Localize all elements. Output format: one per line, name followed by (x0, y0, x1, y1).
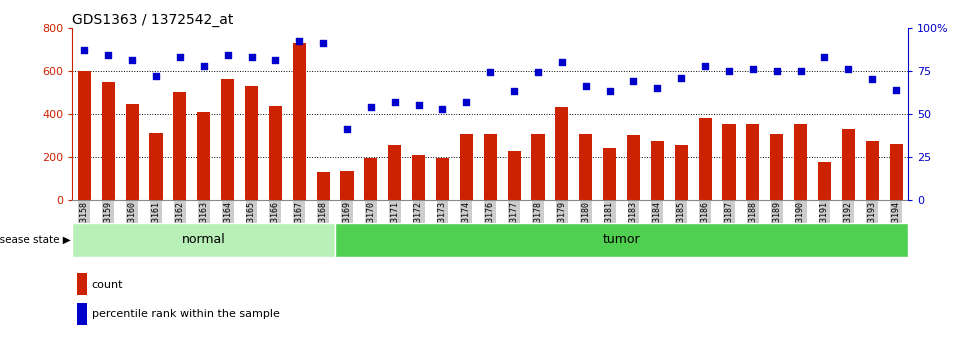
Point (889, 87, 904, 92)
Bar (340, 171, 354, 200)
Bar (364, 158, 378, 200)
Bar (388, 145, 401, 200)
Point (554, 59, 570, 65)
Bar (698, 118, 712, 200)
Bar (460, 134, 473, 200)
Point (769, 68, 784, 73)
Bar (436, 158, 449, 200)
Text: GDS1363 / 1372542_at: GDS1363 / 1372542_at (72, 12, 234, 27)
Bar (76, 274, 87, 295)
Point (626, 78, 641, 84)
Bar (76, 303, 87, 325)
Bar (173, 92, 186, 200)
Bar (651, 141, 664, 200)
Bar (197, 112, 211, 200)
Bar (484, 134, 497, 200)
Bar (269, 106, 282, 200)
Bar (866, 141, 879, 200)
Bar (890, 144, 902, 200)
Point (315, 40, 330, 46)
Bar (603, 148, 616, 200)
Point (459, 99, 474, 105)
Bar (335, 223, 908, 257)
Point (578, 83, 593, 89)
Point (865, 77, 880, 82)
Bar (531, 134, 545, 200)
Point (435, 106, 450, 111)
Bar (507, 150, 521, 200)
Point (268, 58, 283, 63)
Point (339, 127, 355, 132)
Text: normal: normal (182, 233, 226, 246)
Point (243, 54, 259, 60)
Point (76, 47, 92, 53)
Point (125, 58, 140, 63)
Bar (747, 124, 759, 200)
Point (530, 70, 546, 75)
Bar (72, 223, 335, 257)
Bar (580, 134, 592, 200)
Point (840, 66, 856, 72)
Point (673, 75, 689, 80)
Text: disease state ▶: disease state ▶ (0, 235, 71, 245)
Bar (126, 104, 139, 200)
Text: percentile rank within the sample: percentile rank within the sample (92, 309, 279, 319)
Point (149, 73, 164, 79)
Bar (412, 155, 425, 200)
Point (482, 70, 498, 75)
Bar (555, 107, 568, 200)
Point (196, 63, 212, 68)
Point (220, 52, 236, 58)
Point (506, 89, 522, 94)
Bar (627, 136, 640, 200)
Point (411, 102, 426, 108)
Bar (293, 43, 306, 200)
Bar (818, 162, 831, 200)
Point (816, 54, 832, 60)
Point (363, 104, 379, 110)
Point (745, 66, 760, 72)
Bar (841, 129, 855, 200)
Point (697, 63, 713, 68)
Point (793, 68, 809, 73)
Bar (674, 145, 688, 200)
Bar (78, 71, 91, 200)
Point (292, 39, 307, 44)
Text: tumor: tumor (603, 233, 640, 246)
Text: count: count (92, 280, 124, 289)
Bar (150, 133, 162, 200)
Bar (101, 81, 115, 200)
Bar (317, 172, 329, 200)
Bar (794, 124, 808, 200)
Point (602, 89, 617, 94)
Point (722, 68, 737, 73)
Point (172, 54, 187, 60)
Bar (723, 124, 735, 200)
Point (387, 99, 403, 105)
Point (100, 52, 116, 58)
Bar (770, 134, 783, 200)
Bar (245, 86, 258, 200)
Point (649, 85, 665, 91)
Bar (221, 79, 234, 200)
